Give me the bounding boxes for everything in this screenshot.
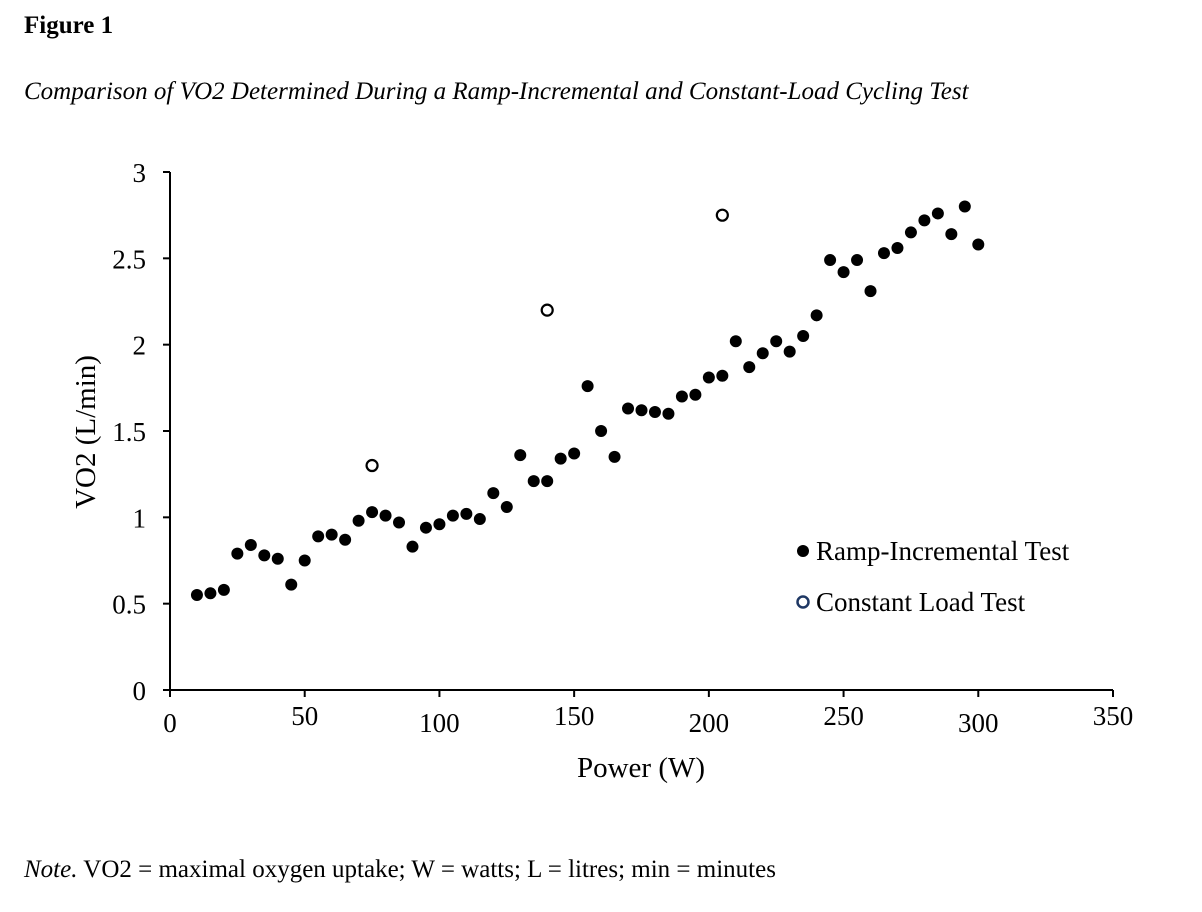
- ramp-test-point: [958, 200, 971, 213]
- ramp-test-point: [473, 513, 486, 526]
- y-tick-label: 1.5: [112, 417, 146, 447]
- y-axis-label: VO2 (L/min): [70, 355, 102, 509]
- x-tick-label: 200: [689, 708, 730, 738]
- ramp-test-point: [608, 450, 621, 463]
- y-tick-label: 0: [133, 676, 147, 706]
- ramp-test-point: [460, 507, 473, 520]
- ramp-test-point: [891, 241, 904, 254]
- y-tick-label: 2.5: [112, 244, 146, 274]
- figure-note: Note. VO2 = maximal oxygen uptake; W = w…: [24, 856, 776, 884]
- ramp-test-point: [622, 402, 635, 415]
- ramp-test-point: [568, 447, 581, 460]
- ramp-test-point: [339, 533, 352, 546]
- ramp-test-point: [702, 371, 715, 384]
- ramp-test-point: [325, 528, 338, 541]
- ramp-test-point: [864, 285, 877, 298]
- ramp-test-point: [743, 361, 756, 374]
- ramp-test-point: [433, 518, 446, 531]
- ramp-test-point: [972, 238, 985, 251]
- ramp-test-point: [837, 266, 850, 279]
- x-tick-label: 100: [419, 708, 460, 738]
- ramp-test-point: [298, 554, 311, 567]
- ramp-test-point: [810, 309, 823, 322]
- constant-load-point: [715, 208, 729, 222]
- ramp-test-point: [716, 369, 729, 382]
- y-tick-label: 2: [133, 331, 147, 361]
- ramp-test-point: [797, 330, 810, 343]
- x-tick-label: 250: [823, 701, 864, 731]
- x-axis-label: Power (W): [577, 752, 705, 784]
- ramp-test-point: [446, 509, 459, 522]
- ramp-test-point: [419, 521, 432, 534]
- ramp-test-point: [393, 516, 406, 529]
- figure-label: Figure 1: [24, 12, 114, 39]
- ramp-test-point: [217, 583, 230, 596]
- ramp-test-point: [487, 487, 500, 500]
- legend-marker-constant: [796, 595, 810, 609]
- ramp-test-point: [851, 254, 864, 267]
- ramp-test-point: [204, 587, 217, 600]
- ramp-test-point: [770, 335, 783, 348]
- ramp-test-point: [244, 538, 257, 551]
- ramp-test-point: [554, 452, 567, 465]
- y-tick-label: 0.5: [112, 590, 146, 620]
- legend-marker-ramp: [797, 545, 809, 557]
- ticks: 0 0.5 1 1.5 2 2.5 3 0 50 100 150 200 250 300 350: [112, 158, 1133, 738]
- x-tick-label: 0: [163, 708, 177, 738]
- y-tick-label: 1: [133, 503, 147, 533]
- legend: Ramp-Incremental Test Constant Load Test: [796, 536, 1070, 617]
- ramp-test-point: [689, 388, 702, 401]
- ramp-test-point: [379, 509, 392, 522]
- ramp-test-point: [312, 530, 325, 543]
- constant-load-point: [540, 303, 554, 317]
- ramp-test-point: [406, 540, 419, 553]
- ramp-test-point: [756, 347, 769, 360]
- data-points: [190, 200, 985, 602]
- ramp-test-point: [918, 214, 931, 227]
- legend-label: Constant Load Test: [816, 587, 1026, 617]
- ramp-test-point: [877, 247, 890, 260]
- ramp-test-point: [945, 228, 958, 241]
- ramp-test-point: [662, 407, 675, 420]
- ramp-test-point: [904, 226, 917, 239]
- legend-label: Ramp-Incremental Test: [816, 536, 1070, 566]
- ramp-test-point: [595, 425, 608, 437]
- ramp-test-point: [931, 207, 944, 220]
- constant-load-point: [365, 458, 379, 473]
- ramp-test-point: [366, 506, 379, 519]
- figure-title: Comparison of VO2 Determined During a Ra…: [24, 78, 969, 105]
- ramp-test-point: [783, 345, 796, 358]
- ramp-test-point: [271, 552, 284, 565]
- x-tick-label: 300: [958, 708, 999, 738]
- ramp-test-point: [527, 475, 540, 488]
- ramp-test-point: [729, 335, 742, 348]
- ramp-test-point: [514, 449, 527, 462]
- y-tick-label: 3: [133, 158, 147, 188]
- ramp-test-point: [285, 578, 298, 591]
- x-tick-label: 50: [291, 701, 318, 731]
- note-text: VO2 = maximal oxygen uptake; W = watts; …: [77, 856, 776, 883]
- x-tick-label: 150: [554, 701, 595, 731]
- ramp-test-point: [635, 404, 648, 417]
- ramp-test-point: [258, 549, 271, 562]
- ramp-test-point: [500, 500, 513, 513]
- ramp-test-point: [352, 514, 365, 527]
- ramp-test-point: [541, 475, 554, 488]
- ramp-test-point: [675, 390, 688, 403]
- ramp-test-point: [648, 406, 661, 419]
- ramp-test-point: [581, 380, 594, 393]
- ramp-test-point: [824, 254, 837, 267]
- note-lead: Note.: [24, 856, 78, 883]
- x-tick-label: 350: [1093, 701, 1134, 731]
- ramp-test-point: [231, 547, 244, 560]
- ramp-test-point: [190, 589, 203, 602]
